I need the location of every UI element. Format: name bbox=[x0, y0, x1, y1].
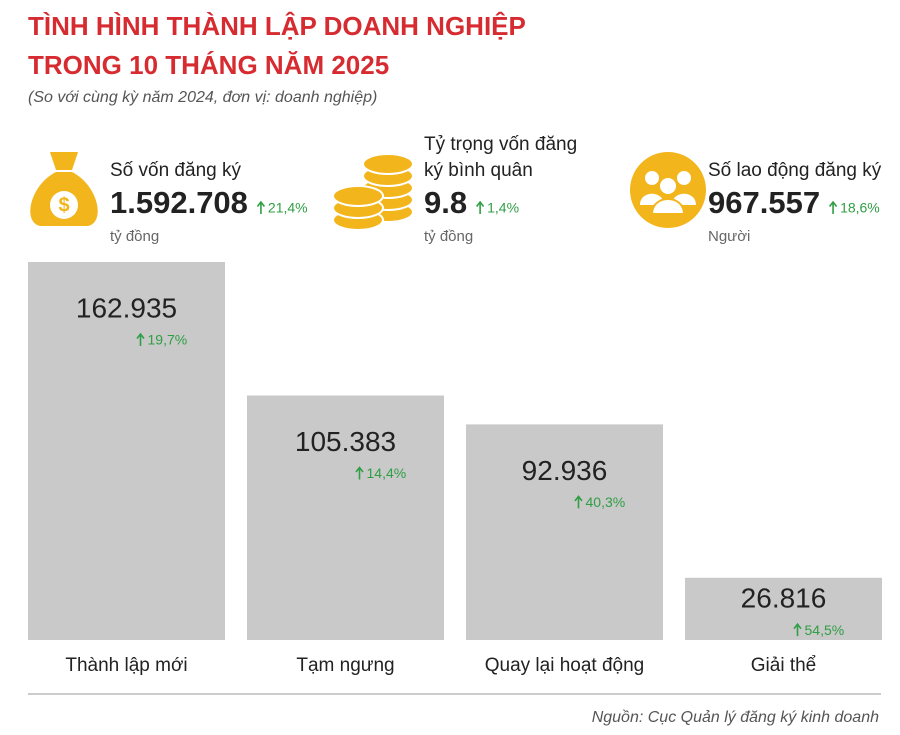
bar bbox=[685, 577, 882, 640]
kpi-unit: tỷ đồng bbox=[110, 228, 159, 245]
category-label: Giải thể bbox=[751, 655, 816, 676]
bar-change-label: 19,7% bbox=[148, 332, 188, 348]
up-arrow bbox=[355, 466, 364, 480]
up-arrow bbox=[136, 332, 145, 346]
bar-value-label: 105.383 bbox=[295, 426, 396, 457]
kpi-label: Số vốn đăng ký bbox=[110, 160, 241, 181]
up-arrow bbox=[574, 495, 583, 509]
bar-change-label: 40,3% bbox=[586, 494, 626, 510]
bar-change-label: 14,4% bbox=[367, 465, 407, 481]
bar-value-label: 26.816 bbox=[741, 583, 827, 614]
bar bbox=[466, 424, 663, 640]
bar-value-label: 162.935 bbox=[76, 292, 177, 323]
up-arrow bbox=[828, 200, 838, 214]
kpi-value: 967.557 bbox=[708, 185, 820, 220]
kpi-change: 18,6% bbox=[840, 200, 880, 216]
people-icon bbox=[630, 152, 706, 228]
category-label: Thành lập mới bbox=[65, 655, 187, 676]
svg-text:$: $ bbox=[58, 194, 69, 216]
money-bag-icon: $ bbox=[30, 152, 98, 226]
kpi-label: ký bình quân bbox=[424, 160, 533, 181]
category-label: Tạm ngưng bbox=[296, 655, 394, 676]
bar-change-label: 54,5% bbox=[805, 622, 845, 638]
category-label: Quay lại hoạt động bbox=[485, 655, 645, 676]
title-line: TÌNH HÌNH THÀNH LẬP DOANH NGHIỆP bbox=[28, 11, 526, 41]
coins-icon bbox=[332, 153, 414, 231]
kpi-change: 21,4% bbox=[268, 200, 308, 216]
kpi-value: 1.592.708 bbox=[110, 185, 248, 220]
source: Nguồn: Cục Quản lý đăng ký kinh doanh bbox=[592, 709, 879, 726]
bar-value-label: 92.936 bbox=[522, 455, 608, 486]
kpi-label: Số lao động đăng ký bbox=[708, 160, 882, 181]
kpi-label: Tỷ trọng vốn đăng bbox=[424, 134, 577, 155]
kpi-change: 1,4% bbox=[487, 200, 519, 216]
kpi-unit: Người bbox=[708, 228, 750, 245]
up-arrow bbox=[793, 622, 802, 637]
up-arrow bbox=[256, 200, 266, 214]
bar bbox=[28, 262, 225, 640]
subtitle: (So với cùng kỳ năm 2024, đơn vị: doanh … bbox=[28, 89, 377, 106]
kpi-value: 9.8 bbox=[424, 185, 467, 220]
up-arrow bbox=[475, 200, 485, 214]
bar bbox=[247, 395, 444, 640]
title-line: TRONG 10 THÁNG NĂM 2025 bbox=[28, 50, 389, 80]
kpi-unit: tỷ đồng bbox=[424, 228, 473, 245]
